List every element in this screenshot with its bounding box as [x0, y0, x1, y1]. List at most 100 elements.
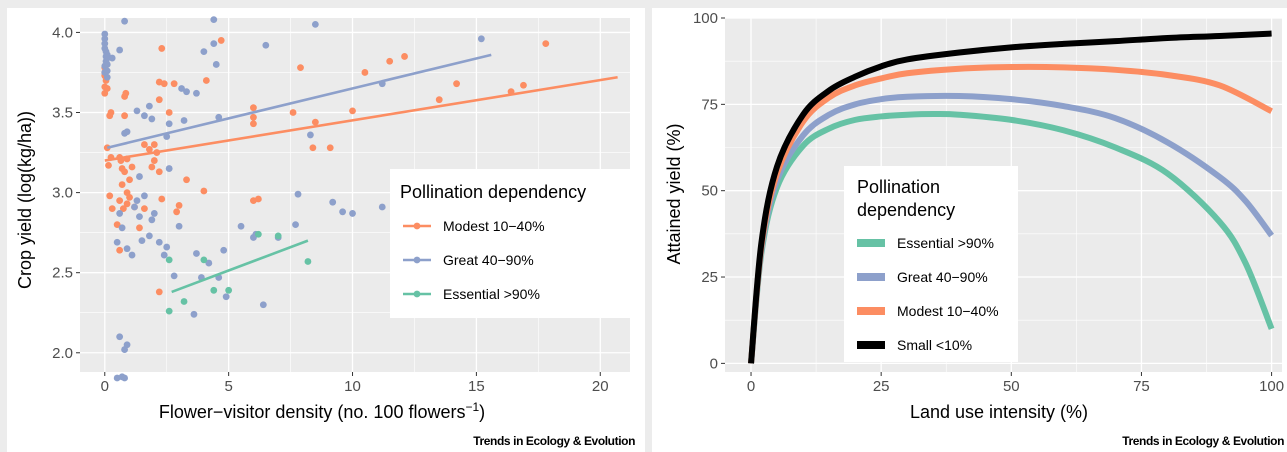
trend-line-modest — [104, 75, 618, 162]
trend-line-essential — [171, 239, 309, 294]
data-point-great — [141, 112, 148, 120]
data-point-great — [175, 222, 183, 230]
data-point-great — [123, 245, 131, 253]
data-point-great — [193, 250, 200, 257]
data-point-great — [103, 54, 111, 62]
x-tick-label: 75 — [1133, 378, 1150, 395]
legend-key-line — [857, 273, 885, 281]
data-point-great — [378, 203, 386, 211]
data-point-great — [170, 272, 178, 280]
legend-title-line1: Pollination — [857, 177, 940, 197]
legend-title: Pollination dependency — [400, 182, 586, 202]
data-point-great — [220, 246, 228, 254]
data-point-modest — [217, 37, 225, 44]
data-point-essential — [304, 258, 312, 265]
data-point-modest — [173, 208, 181, 216]
data-point-great — [165, 120, 173, 128]
data-point-great — [349, 210, 356, 217]
tick-labels: 0 5 10 15 20 2.0 2.5 3.0 3.5 4.0 — [52, 24, 608, 395]
data-point-modest — [183, 176, 190, 184]
data-point-modest — [126, 194, 133, 201]
data-point-great — [121, 17, 128, 25]
data-point-modest — [297, 64, 304, 72]
data-point-modest — [118, 181, 126, 188]
x-axis-title: Flower−visitor density (no. 100 flowers−… — [159, 400, 485, 422]
data-point-great — [215, 113, 223, 121]
data-point-great — [121, 346, 128, 353]
data-point-modest — [158, 195, 166, 203]
data-point-modest — [106, 192, 114, 200]
data-point-great — [101, 40, 109, 48]
data-point-modest — [150, 157, 158, 164]
data-point-essential — [210, 286, 218, 294]
series-line-essential — [748, 110, 1275, 364]
legend-key-line — [857, 307, 885, 315]
data-point-essential — [254, 230, 262, 238]
data-point-modest — [116, 197, 124, 205]
data-point-great — [190, 310, 198, 318]
legend: Pollination dependency Essential >90% Gre… — [844, 166, 1018, 362]
data-point-modest — [150, 141, 158, 148]
left-panel: 0 5 10 15 20 2.0 2.5 3.0 3.5 4.0 Flower−visitor d… — [7, 8, 645, 452]
data-point-modest — [122, 89, 130, 97]
y-tick-label: 3.0 — [52, 185, 73, 202]
data-point-great — [183, 88, 190, 96]
data-point-modest — [119, 205, 127, 213]
data-point-great — [108, 54, 116, 62]
legend-label: Essential >90% — [897, 235, 994, 251]
y-tick-label: 4.0 — [52, 24, 73, 41]
data-point-great — [148, 115, 156, 123]
data-point-modest — [170, 80, 178, 88]
data-point-great — [212, 61, 220, 68]
data-point-great — [128, 251, 136, 259]
data-point-essential — [200, 256, 208, 264]
data-point-modest — [103, 85, 111, 92]
data-point-modest — [309, 144, 317, 152]
data-point-essential — [180, 298, 188, 305]
data-point-great — [262, 41, 270, 49]
x-tick-label: 5 — [224, 378, 232, 395]
legend-box — [390, 169, 641, 318]
data-point-modest — [121, 112, 128, 120]
data-point-modest — [401, 53, 408, 60]
data-point-great — [311, 21, 319, 28]
data-point-modest — [145, 145, 153, 153]
x-tick-label: 50 — [1003, 378, 1020, 395]
x-tick-label: 100 — [1259, 378, 1284, 395]
credit-label: Trends in Ecology & Evolution — [1122, 434, 1284, 448]
data-point-great — [155, 238, 163, 246]
data-point-modest — [520, 81, 527, 89]
data-point-great — [165, 165, 173, 172]
scatter-chart: 0 5 10 15 20 2.0 2.5 3.0 3.5 4.0 Flower−visitor d… — [15, 16, 641, 448]
legend-key-point — [413, 222, 421, 230]
legend-label: Modest 10−40% — [443, 218, 545, 234]
data-point-great — [210, 16, 218, 24]
data-point-modest — [123, 200, 131, 208]
data-point-great — [118, 224, 126, 232]
legend-label: Modest 10−40% — [897, 303, 999, 319]
data-point-modest — [158, 45, 166, 52]
data-point-essential — [274, 232, 282, 240]
x-tick-label: 10 — [344, 378, 361, 395]
data-point-great — [103, 61, 111, 68]
data-point-modest — [155, 96, 163, 104]
data-point-modest — [121, 168, 128, 176]
data-point-great — [133, 107, 141, 115]
y-tick-label: 100 — [693, 10, 718, 27]
data-point-modest — [126, 176, 133, 184]
legend: Pollination dependency Modest 10−40% Grea… — [390, 169, 641, 318]
x-tick-label: 0 — [747, 378, 755, 395]
data-point-modest — [108, 205, 116, 213]
data-point-great — [123, 128, 131, 136]
data-point-great — [145, 232, 153, 240]
data-point-modest — [311, 118, 319, 126]
tick-labels: 0 25 50 75 100 0 25 50 75 100 — [693, 10, 1284, 395]
credit-label: Trends in Ecology & Evolution — [473, 434, 635, 448]
data-point-great — [339, 208, 347, 216]
data-point-modest — [542, 40, 550, 48]
data-point-great — [145, 102, 153, 110]
data-point-great — [292, 221, 299, 229]
series-line-small — [748, 30, 1272, 364]
data-point-modest — [453, 80, 460, 88]
data-point-modest — [361, 69, 369, 76]
